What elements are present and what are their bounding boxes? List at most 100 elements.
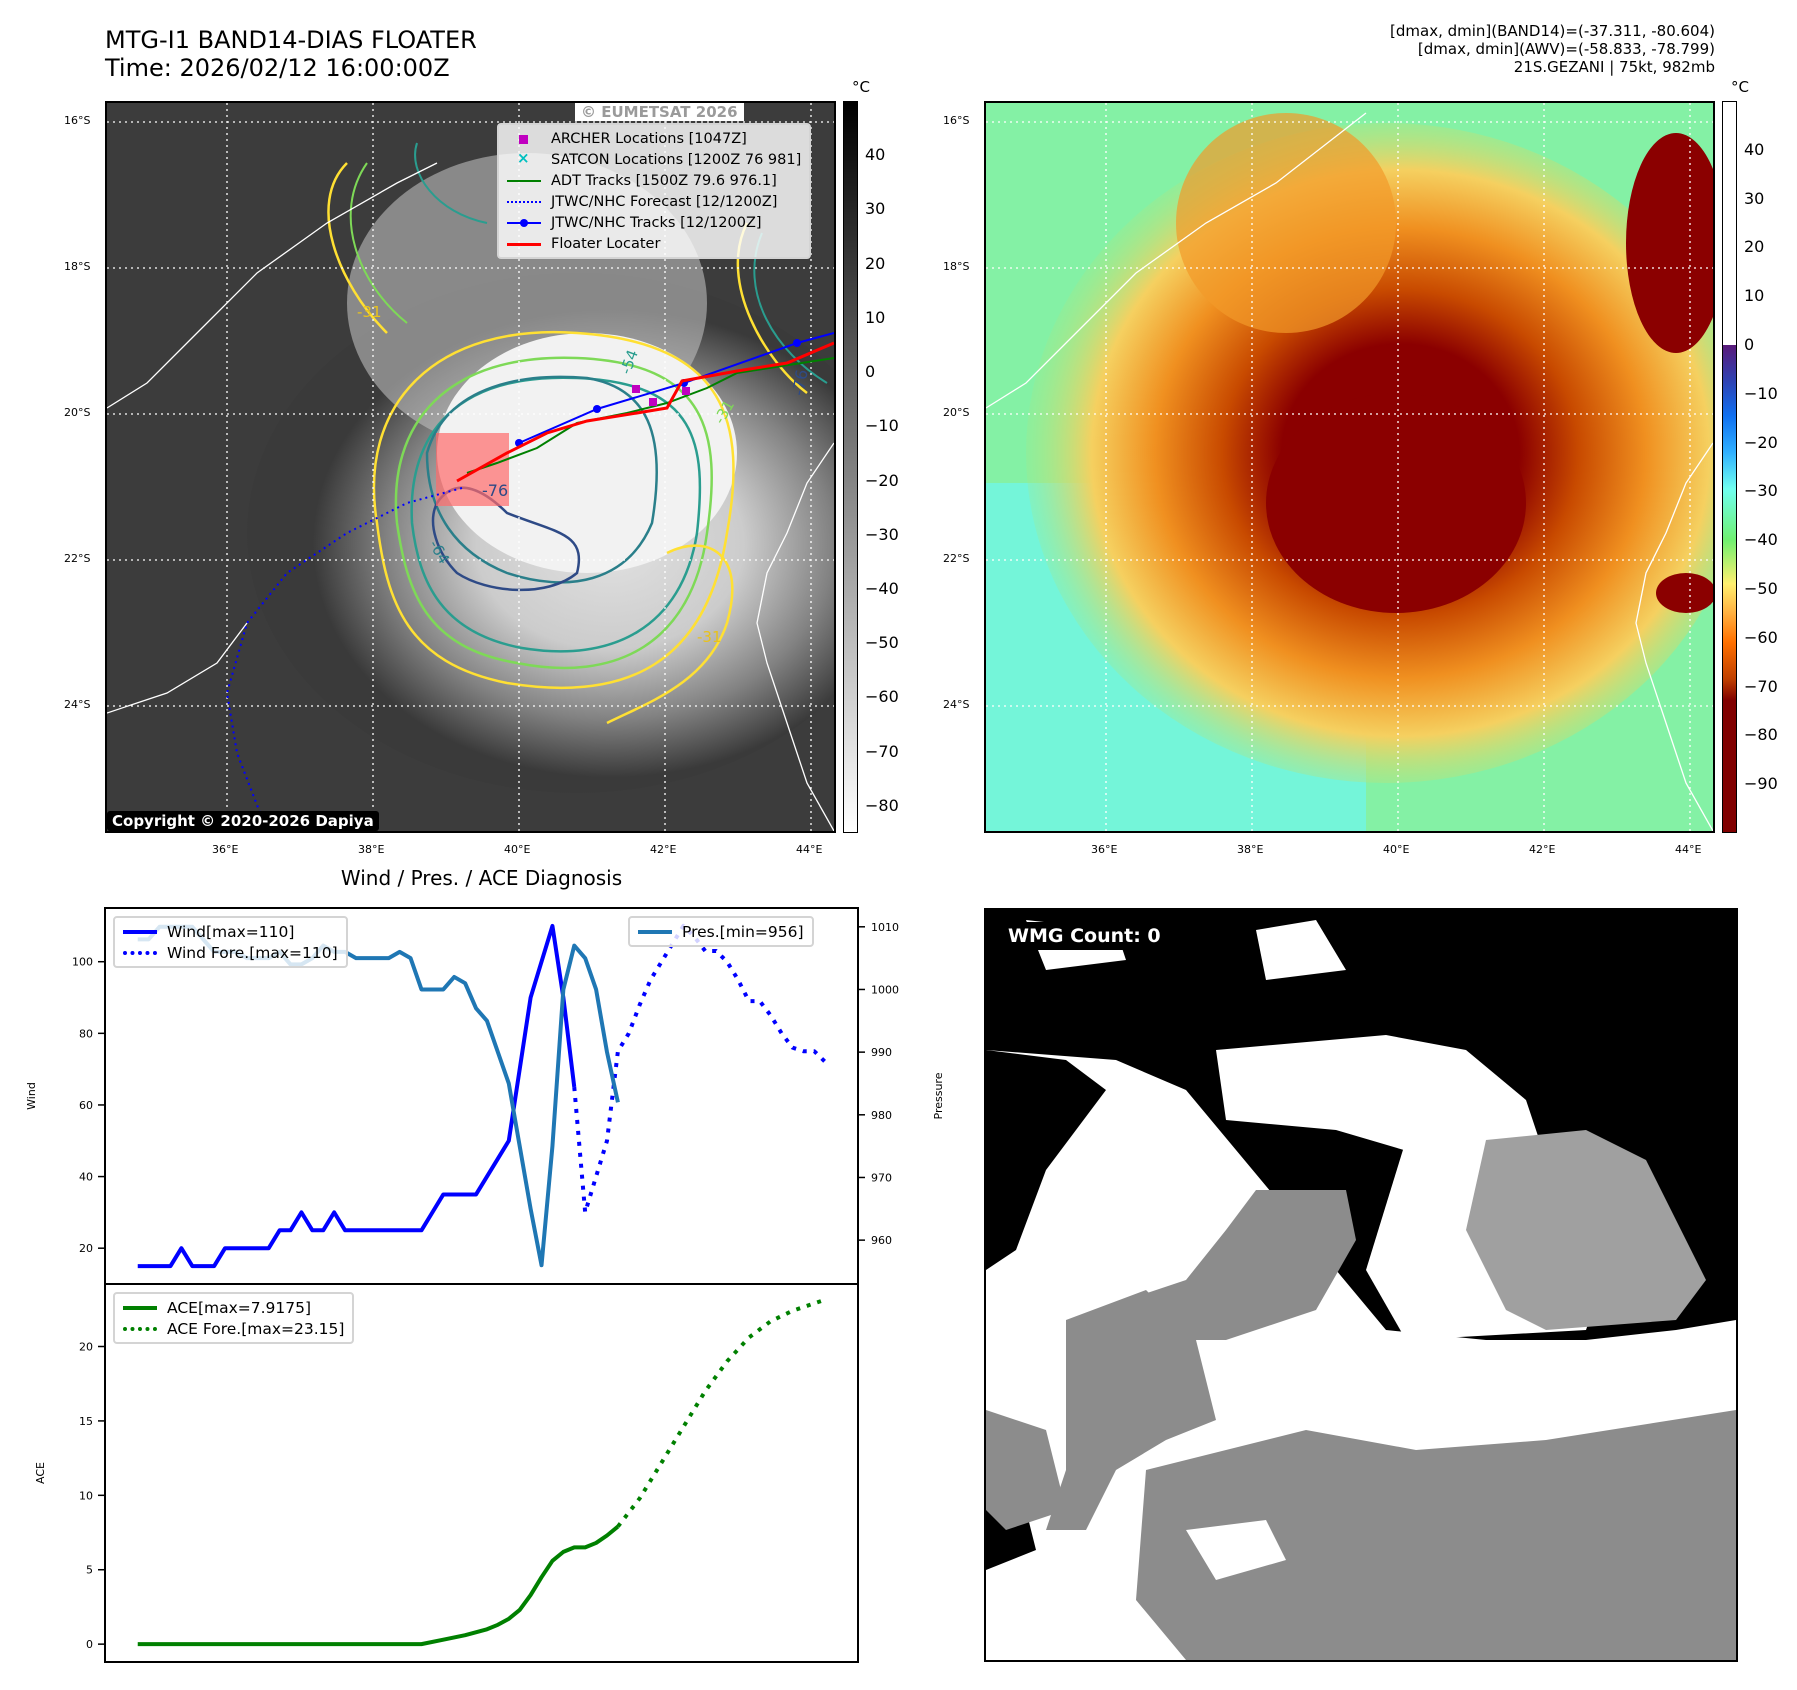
lat-tick: 18°S xyxy=(943,260,970,273)
colorbar-tick: −60 xyxy=(1744,627,1778,647)
colorbar-tick: −80 xyxy=(1744,725,1778,745)
lon-tick: 44°E xyxy=(1675,843,1702,856)
ace-legend: ACE[max=7.9175] ACE Fore.[max=23.15] xyxy=(113,1292,355,1344)
lon-tick: 44°E xyxy=(796,843,823,856)
lat-tick: 24°S xyxy=(943,698,970,711)
colorbar-tick: −30 xyxy=(865,524,899,544)
colorbar-tick: −40 xyxy=(865,579,899,598)
lon-tick: 42°E xyxy=(1529,843,1556,856)
wind-legend: Wind[max=110] Wind Fore.[max=110] xyxy=(113,916,348,968)
ace-panel: 0 5 10 15 20 ACE xyxy=(34,1283,859,1663)
adt-track-line xyxy=(466,357,834,474)
colorbar-tick: −90 xyxy=(1744,774,1778,794)
contour-label: -76 xyxy=(482,481,509,500)
wmg-panel: WMG Count: 0 xyxy=(984,908,1738,1662)
series-line-pressure xyxy=(137,924,620,1268)
y-tick-label: 60 xyxy=(79,1099,93,1112)
wind-axis-label: Wind xyxy=(25,1082,38,1110)
y-right-tick-label: 990 xyxy=(871,1046,892,1059)
y-right-tick-label: 1010 xyxy=(871,921,899,934)
colorbar-tick: 30 xyxy=(865,199,886,219)
title-line-2: Time: 2026/02/12 16:00:00Z xyxy=(105,54,450,82)
y-right-tick-label: 970 xyxy=(871,1171,892,1184)
lon-tick: 38°E xyxy=(1237,843,1264,856)
y-tick-label: 5 xyxy=(86,1564,93,1577)
y-tick-label: 0 xyxy=(86,1638,93,1651)
colorbar-tick: −10 xyxy=(865,416,899,436)
colorbar-unit: °C xyxy=(1731,78,1749,96)
y-tick-label: 20 xyxy=(79,1341,93,1354)
colorbar-tick: −80 xyxy=(865,795,899,815)
solid-line-icon xyxy=(123,926,157,938)
series-line-ace-forecast xyxy=(616,1297,826,1528)
jtwc-forecast-line xyxy=(225,487,463,831)
dotted-line-icon xyxy=(123,1323,157,1335)
lat-tick: 20°S xyxy=(64,406,91,419)
archer-markers xyxy=(632,385,690,406)
y-tick-label: 20 xyxy=(79,1242,93,1255)
lat-tick: 24°S xyxy=(64,698,91,711)
legend-item-jtwc-forecast: JTWC/NHC Forecast [12/1200Z] xyxy=(507,191,801,212)
y-right-tick-label: 1000 xyxy=(871,983,899,996)
colorbar-tick: −40 xyxy=(1744,530,1778,550)
eumetsat-watermark: © EUMETSAT 2026 xyxy=(575,103,744,121)
figure-title: MTG-I1 BAND14-DIAS FLOATER Time: 2026/02… xyxy=(105,26,477,82)
floater-box xyxy=(436,433,509,506)
line-dot-icon xyxy=(507,217,541,229)
colorbar-tick: 20 xyxy=(1744,237,1765,257)
legend-item-wind-forecast: Wind Fore.[max=110] xyxy=(123,942,338,963)
solid-line-icon xyxy=(507,175,541,187)
lat-tick: 18°S xyxy=(64,260,91,273)
y-tick-label: 80 xyxy=(79,1027,93,1040)
awv-gridlines xyxy=(986,103,1713,831)
colorbar-tick: −50 xyxy=(1744,579,1778,598)
legend-item-jtwc-tracks: JTWC/NHC Tracks [12/1200Z] xyxy=(507,212,801,233)
colorbar-tick: −10 xyxy=(1744,383,1778,403)
lat-tick: 16°S xyxy=(943,114,970,127)
solid-line-icon xyxy=(638,926,672,938)
contour-label: -31 xyxy=(697,628,722,646)
info-block: [dmax, dmin](BAND14)=(-37.311, -80.604) … xyxy=(1390,22,1715,76)
y-tick-label: 100 xyxy=(72,956,93,969)
colorbar-tick: −60 xyxy=(865,687,899,707)
contour-label: -31 xyxy=(357,303,382,321)
legend-item-archer: ARCHER Locations [1047Z] xyxy=(507,128,801,149)
colorbar-tick: −50 xyxy=(865,633,899,653)
legend-item-ace-forecast: ACE Fore.[max=23.15] xyxy=(123,1318,344,1339)
lat-tick: 16°S xyxy=(64,114,91,127)
map-legend: ARCHER Locations [1047Z] × SATCON Locatio… xyxy=(497,123,812,259)
lat-tick: 20°S xyxy=(943,406,970,419)
colorbar-tick: 40 xyxy=(1744,139,1765,159)
series-line-wind xyxy=(137,923,577,1269)
lon-tick: 36°E xyxy=(1091,843,1118,856)
wmg-image xyxy=(986,910,1736,1660)
colorbar-tick: −70 xyxy=(1744,676,1778,696)
awv-map-image xyxy=(986,103,1713,831)
ir-map-panel: -76 -76 -31 -31 -31 -54 -64 © EUMETSAT 2… xyxy=(105,101,836,833)
series-line-wind-forecast xyxy=(572,923,827,1215)
colorbar-tick: 0 xyxy=(1744,335,1755,354)
colorbar-tick: −20 xyxy=(865,470,899,490)
colorbar-tick: 30 xyxy=(1744,188,1765,208)
colorbar-tick: 10 xyxy=(1744,286,1765,306)
lat-tick: 22°S xyxy=(64,552,91,565)
lon-tick: 38°E xyxy=(358,843,385,856)
y-tick-label: 40 xyxy=(79,1171,93,1184)
ace-axes-frame xyxy=(104,1283,859,1663)
lon-tick: 42°E xyxy=(650,843,677,856)
colorbar-tick: 40 xyxy=(865,145,886,165)
info-line-band14: [dmax, dmin](BAND14)=(-37.311, -80.604) xyxy=(1390,22,1715,40)
y-right-tick-label: 960 xyxy=(871,1234,892,1247)
legend-item-floater: Floater Locater xyxy=(507,233,801,254)
copyright-label: Copyright © 2020-2026 Dapiya xyxy=(107,811,379,831)
colorbar-tick: −30 xyxy=(1744,481,1778,501)
solid-line-icon xyxy=(507,238,541,250)
pressure-axis-label: Pressure xyxy=(932,1072,945,1119)
colorbar-tick: 10 xyxy=(865,307,886,327)
colorbar-unit: °C xyxy=(852,78,870,96)
floater-locater-line xyxy=(456,341,834,483)
colorbar-tick: −70 xyxy=(865,741,899,761)
colorbar-tick: 0 xyxy=(865,362,876,382)
awv-colorbar xyxy=(1722,101,1737,833)
y-right-tick-label: 980 xyxy=(871,1109,892,1122)
